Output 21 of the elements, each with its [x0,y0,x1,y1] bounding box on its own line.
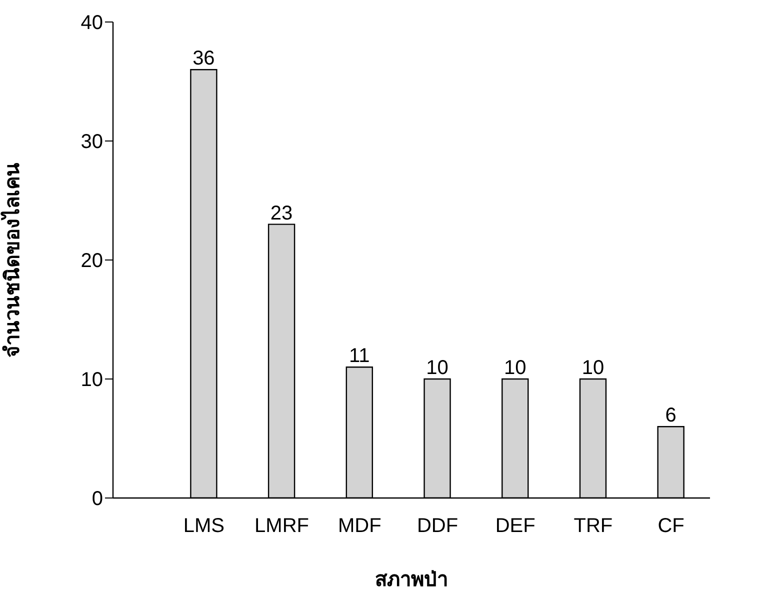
x-tick-label: LMRF [254,515,310,538]
y-tick-label: 30 [80,131,103,154]
x-tick-label: DDF [416,515,458,538]
y-tick-label: 0 [92,488,103,510]
y-tick-label: 10 [80,369,103,392]
x-axis-title: สภาพป่า [375,567,448,591]
data-label: 36 [192,48,215,70]
x-tick-label: MDF [338,515,382,538]
data-label: 6 [665,404,676,427]
y-tick-label: 40 [80,12,103,34]
x-tick-label: DEF [495,515,536,538]
y-axis-title: จำนวนชนิดของไลเคน [0,162,24,358]
data-label: 10 [426,357,448,379]
data-label: 11 [349,345,370,368]
data-label: 23 [270,202,293,224]
data-label: 10 [504,357,526,379]
y-tick-label: 20 [80,250,103,272]
data-label: 10 [582,357,604,379]
x-tick-label: CF [658,515,684,538]
x-tick-label: LMS [183,515,224,538]
x-tick-label: TRF [574,515,613,538]
